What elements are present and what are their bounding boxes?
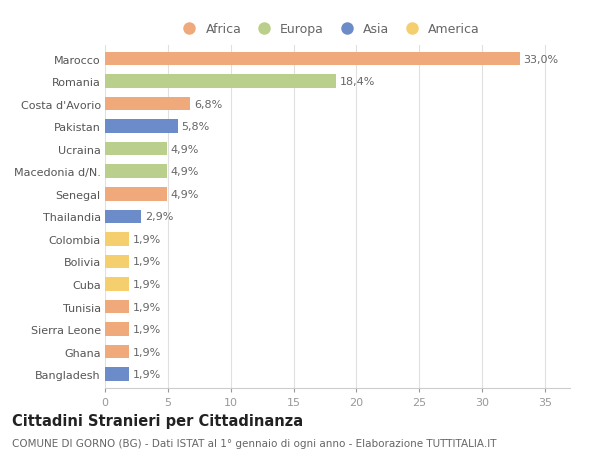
Bar: [105, 278, 129, 291]
Bar: [105, 143, 167, 156]
Text: 4,9%: 4,9%: [170, 190, 199, 199]
Text: 1,9%: 1,9%: [133, 325, 161, 334]
Text: 4,9%: 4,9%: [170, 167, 199, 177]
Bar: [105, 300, 129, 313]
Text: 1,9%: 1,9%: [133, 257, 161, 267]
Bar: [105, 323, 129, 336]
Text: 4,9%: 4,9%: [170, 145, 199, 154]
Text: COMUNE DI GORNO (BG) - Dati ISTAT al 1° gennaio di ogni anno - Elaborazione TUTT: COMUNE DI GORNO (BG) - Dati ISTAT al 1° …: [12, 438, 497, 448]
Text: 1,9%: 1,9%: [133, 369, 161, 379]
Text: 2,9%: 2,9%: [145, 212, 173, 222]
Text: 18,4%: 18,4%: [340, 77, 376, 87]
Bar: [105, 255, 129, 269]
Text: 1,9%: 1,9%: [133, 235, 161, 244]
Bar: [105, 165, 167, 179]
Bar: [105, 75, 336, 89]
Text: 1,9%: 1,9%: [133, 302, 161, 312]
Bar: [105, 368, 129, 381]
Bar: [105, 345, 129, 358]
Text: 6,8%: 6,8%: [194, 100, 223, 109]
Bar: [105, 120, 178, 134]
Text: 1,9%: 1,9%: [133, 280, 161, 289]
Bar: [105, 210, 142, 224]
Legend: Africa, Europa, Asia, America: Africa, Europa, Asia, America: [177, 23, 479, 36]
Bar: [105, 98, 190, 111]
Bar: [105, 188, 167, 201]
Bar: [105, 53, 520, 66]
Text: 33,0%: 33,0%: [523, 55, 559, 64]
Text: Cittadini Stranieri per Cittadinanza: Cittadini Stranieri per Cittadinanza: [12, 413, 303, 428]
Text: 1,9%: 1,9%: [133, 347, 161, 357]
Bar: [105, 233, 129, 246]
Text: 5,8%: 5,8%: [182, 122, 210, 132]
